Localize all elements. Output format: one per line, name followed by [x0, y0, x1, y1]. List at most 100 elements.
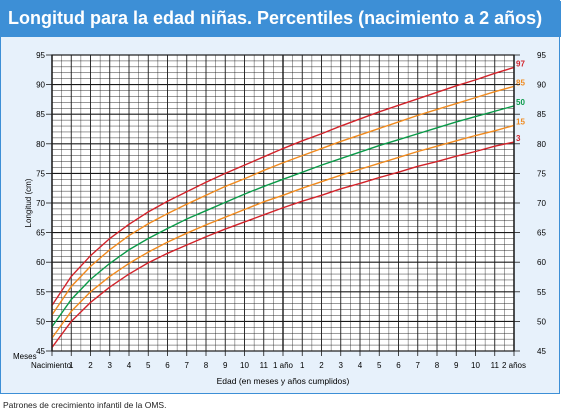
series-label-p3: 3 [516, 134, 521, 143]
data-point-p50 [359, 151, 361, 153]
data-point-p97 [186, 191, 188, 193]
x-prefix-label: Meses [13, 352, 37, 361]
y-tick-label-left: 90 [36, 81, 45, 90]
data-point-p50 [243, 193, 246, 195]
data-point-p15 [166, 241, 169, 243]
footnote: Patrones de crecimiento infantil de la O… [3, 400, 167, 410]
data-point-p15 [359, 168, 361, 170]
data-point-p85 [89, 265, 92, 267]
data-point-p50 [89, 278, 92, 280]
y-tick-label-right: 55 [537, 288, 546, 297]
data-point-p85 [494, 91, 496, 93]
data-point-p3 [224, 228, 226, 230]
y-tick-label-right: 85 [537, 110, 546, 119]
data-point-p97 [70, 275, 72, 278]
y-tick-label-right: 45 [537, 347, 546, 356]
data-point-p85 [378, 127, 380, 130]
y-tick-label-right: 90 [537, 81, 546, 90]
data-point-p85 [301, 155, 303, 157]
series-lines: 97 85 50 15 3 [51, 59, 525, 349]
data-point-p85 [70, 285, 72, 288]
data-point-p85 [417, 114, 419, 116]
data-point-p50 [301, 171, 303, 173]
data-point-p85 [455, 102, 457, 105]
data-point-p15 [301, 187, 303, 189]
series-label-p97: 97 [516, 59, 525, 68]
data-point-p97 [378, 111, 380, 113]
data-point-p15 [224, 216, 226, 218]
data-point-p15 [243, 208, 246, 211]
data-point-p97 [301, 140, 303, 142]
y-tick-label-right: 60 [537, 258, 546, 267]
data-point-p3 [320, 194, 323, 196]
data-point-p15 [340, 174, 342, 176]
data-point-p97 [128, 223, 130, 225]
x-tick-label: 2 años [502, 361, 526, 370]
data-point-p97 [340, 125, 342, 127]
y-tick-label-left: 55 [36, 288, 45, 297]
y-tick-label-left: 70 [36, 199, 45, 208]
x-tick-label: Nacimiento [31, 361, 72, 370]
series-label-p85: 85 [516, 78, 525, 87]
data-point-p3 [186, 244, 188, 246]
data-point-p15 [128, 262, 130, 264]
data-point-p85 [205, 194, 207, 196]
data-point-p15 [417, 150, 419, 153]
data-point-p15 [147, 251, 149, 253]
data-point-p85 [224, 185, 226, 188]
data-point-p50 [417, 133, 419, 135]
x-tick-label: 1 [69, 361, 74, 370]
data-point-p50 [70, 298, 72, 301]
x-tick-label: 8 [435, 361, 440, 370]
data-point-p50 [320, 164, 323, 166]
data-point-p15 [109, 275, 111, 278]
data-point-p50 [147, 237, 149, 240]
data-point-p3 [474, 150, 477, 153]
x-tick-label: 1 [300, 361, 305, 370]
y-tick-label-right: 70 [537, 199, 546, 208]
data-point-p15 [474, 134, 477, 137]
data-point-p97 [205, 181, 207, 183]
data-point-p50 [166, 227, 169, 230]
data-point-p3 [282, 207, 284, 209]
data-point-p97 [436, 91, 438, 93]
data-point-p85 [397, 121, 400, 123]
data-point-p97 [224, 172, 226, 174]
data-point-p85 [186, 203, 188, 205]
data-point-p15 [70, 310, 72, 312]
y-tick-label-right: 50 [537, 317, 546, 326]
x-tick-label: 10 [471, 361, 480, 370]
data-point-p3 [263, 214, 265, 216]
y-tick-label-left: 45 [36, 347, 45, 356]
data-point-p50 [436, 127, 438, 129]
x-tick-label: 9 [223, 361, 228, 370]
data-point-p97 [166, 200, 169, 202]
x-tick-label: 11 [491, 361, 500, 370]
x-tick-label: 10 [240, 361, 249, 370]
x-tick-label: 7 [416, 361, 421, 370]
data-point-p15 [320, 181, 323, 183]
data-point-p97 [359, 118, 361, 120]
x-tick-label: 6 [396, 361, 401, 370]
data-point-p15 [282, 194, 284, 196]
data-point-p50 [263, 185, 265, 188]
data-point-p85 [340, 140, 342, 143]
data-point-p15 [397, 156, 400, 159]
data-point-p50 [494, 110, 496, 112]
data-point-p50 [378, 144, 380, 147]
data-point-p85 [128, 234, 130, 237]
data-point-p50 [397, 139, 400, 141]
x-axis-label: Edad (en meses y años cumplidos) [217, 376, 350, 386]
data-point-p3 [378, 176, 380, 179]
data-point-p50 [109, 262, 111, 264]
series-label-p50: 50 [516, 98, 525, 107]
x-tick-label: 1 año [273, 361, 294, 370]
data-point-p50 [205, 210, 207, 212]
data-point-p3 [205, 236, 207, 238]
data-point-p15 [205, 224, 207, 226]
data-point-p15 [436, 145, 438, 147]
y-tick-label-left: 60 [36, 258, 45, 267]
data-point-p15 [378, 162, 380, 164]
y-tick-label-left: 65 [36, 229, 45, 238]
